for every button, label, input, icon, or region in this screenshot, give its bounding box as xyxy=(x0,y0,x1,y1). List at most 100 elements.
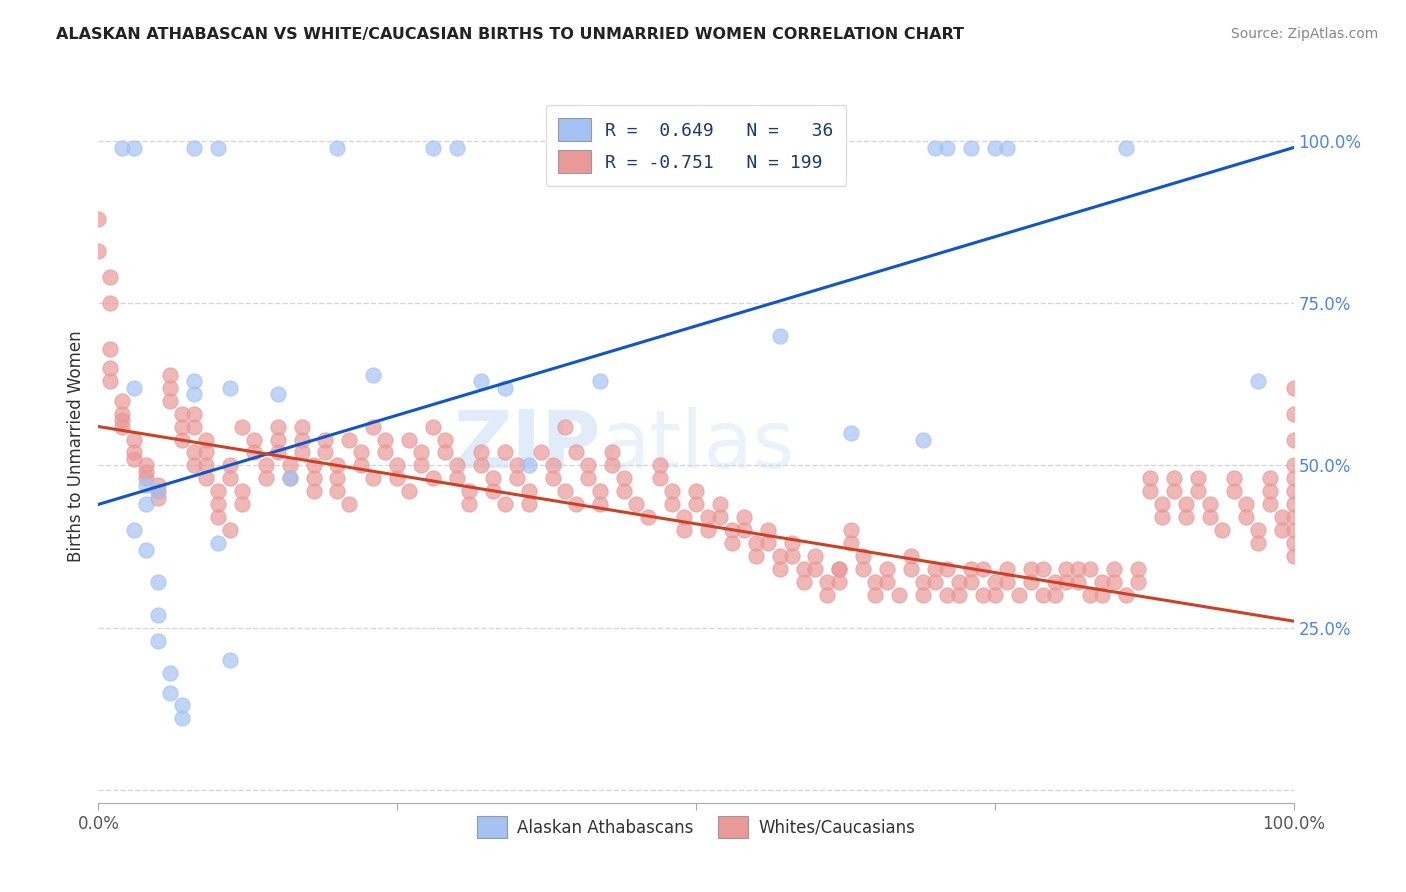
Point xyxy=(470,445,492,459)
Point xyxy=(135,497,157,511)
Point xyxy=(1019,562,1042,576)
Point xyxy=(815,588,838,602)
Point xyxy=(948,588,970,602)
Point xyxy=(637,510,659,524)
Point xyxy=(745,549,768,564)
Point xyxy=(494,381,516,395)
Point xyxy=(148,575,170,590)
Point xyxy=(267,387,290,401)
Point xyxy=(1056,562,1078,576)
Point xyxy=(709,510,731,524)
Point xyxy=(398,484,420,499)
Point xyxy=(602,445,624,459)
Point xyxy=(124,381,146,395)
Point xyxy=(124,433,146,447)
Point xyxy=(135,542,157,557)
Point xyxy=(793,562,815,576)
Point xyxy=(565,445,588,459)
Point xyxy=(183,419,205,434)
Point xyxy=(1282,471,1305,485)
Point xyxy=(865,575,887,590)
Point xyxy=(841,524,863,538)
Point xyxy=(1282,433,1305,447)
Point xyxy=(1056,575,1078,590)
Point xyxy=(756,524,779,538)
Point xyxy=(183,140,205,154)
Point xyxy=(98,270,122,285)
Point xyxy=(804,562,827,576)
Point xyxy=(267,445,290,459)
Point xyxy=(481,484,505,499)
Point xyxy=(756,536,779,550)
Point xyxy=(159,393,181,408)
Point xyxy=(972,562,994,576)
Point xyxy=(1043,575,1066,590)
Point xyxy=(148,484,170,499)
Point xyxy=(494,445,516,459)
Point xyxy=(745,536,768,550)
Point xyxy=(589,484,612,499)
Point xyxy=(195,433,218,447)
Point xyxy=(506,471,529,485)
Point xyxy=(1282,510,1305,524)
Point xyxy=(984,588,1007,602)
Point xyxy=(924,575,946,590)
Point xyxy=(613,471,636,485)
Point xyxy=(87,244,110,259)
Point xyxy=(1080,588,1102,602)
Point xyxy=(1199,510,1222,524)
Point xyxy=(578,458,600,473)
Point xyxy=(135,471,157,485)
Point xyxy=(1223,484,1246,499)
Point xyxy=(793,575,815,590)
Point xyxy=(219,471,242,485)
Point xyxy=(1258,497,1281,511)
Point xyxy=(1271,524,1294,538)
Point xyxy=(768,328,790,343)
Point xyxy=(350,445,373,459)
Point xyxy=(124,445,146,459)
Point xyxy=(98,342,122,356)
Point xyxy=(207,140,229,154)
Point xyxy=(911,433,934,447)
Point xyxy=(172,433,194,447)
Point xyxy=(135,458,157,473)
Point xyxy=(1247,536,1270,550)
Point xyxy=(733,510,755,524)
Point xyxy=(315,433,337,447)
Point xyxy=(1091,588,1114,602)
Point xyxy=(422,471,444,485)
Point xyxy=(1139,471,1161,485)
Point xyxy=(135,465,157,479)
Point xyxy=(159,381,181,395)
Point xyxy=(1080,562,1102,576)
Point xyxy=(470,374,492,388)
Point xyxy=(924,562,946,576)
Point xyxy=(900,562,922,576)
Point xyxy=(111,419,134,434)
Point xyxy=(124,140,146,154)
Point xyxy=(984,575,1007,590)
Point xyxy=(972,588,994,602)
Point xyxy=(889,588,911,602)
Point xyxy=(517,497,540,511)
Point xyxy=(673,524,696,538)
Text: ALASKAN ATHABASCAN VS WHITE/CAUCASIAN BIRTHS TO UNMARRIED WOMEN CORRELATION CHAR: ALASKAN ATHABASCAN VS WHITE/CAUCASIAN BI… xyxy=(56,27,965,42)
Point xyxy=(339,497,361,511)
Point xyxy=(948,575,970,590)
Point xyxy=(159,666,181,681)
Point xyxy=(1282,458,1305,473)
Point xyxy=(1282,484,1305,499)
Point xyxy=(911,575,934,590)
Point xyxy=(697,524,720,538)
Point xyxy=(876,562,898,576)
Point xyxy=(111,140,134,154)
Point xyxy=(828,562,851,576)
Point xyxy=(804,549,827,564)
Point xyxy=(960,562,983,576)
Point xyxy=(207,536,229,550)
Point xyxy=(172,419,194,434)
Point xyxy=(159,368,181,382)
Point xyxy=(1043,588,1066,602)
Point xyxy=(195,445,218,459)
